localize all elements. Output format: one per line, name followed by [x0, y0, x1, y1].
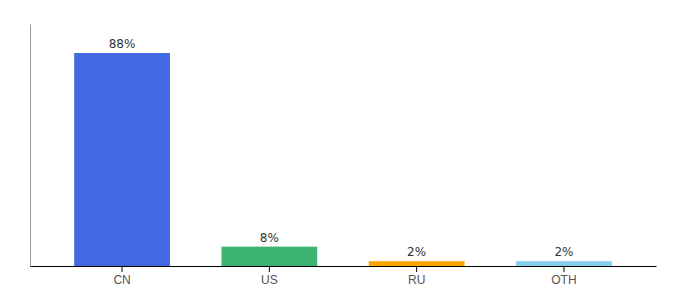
chart-container: CN US RU OTH 88% 8% 2% 2%: [0, 0, 680, 300]
y-axis-line: [30, 25, 31, 267]
bar: [369, 261, 465, 266]
y-axis: [30, 25, 31, 267]
data-labels: 88% 8% 2% 2%: [109, 37, 574, 259]
x-tick-mark: [416, 266, 417, 272]
data-label: 2%: [554, 245, 573, 259]
bars: [74, 53, 612, 266]
x-tick-mark: [563, 266, 564, 272]
x-axis-line: [31, 266, 657, 267]
bar: [74, 53, 170, 266]
x-tick-mark: [122, 266, 123, 272]
x-tick: OTH: [551, 266, 576, 287]
data-label: 2%: [407, 245, 426, 259]
plot: CN US RU OTH 88% 8% 2% 2%: [31, 25, 657, 287]
x-tick-label: OTH: [551, 273, 576, 287]
data-label: 88%: [109, 37, 136, 51]
data-label: 8%: [260, 231, 279, 245]
bar: [516, 261, 612, 266]
x-axis: CN US RU OTH: [31, 266, 657, 287]
x-tick-label: US: [261, 273, 278, 287]
x-tick: RU: [408, 266, 425, 287]
x-tick: CN: [113, 266, 130, 287]
x-tick-label: RU: [408, 273, 425, 287]
x-tick-mark: [269, 266, 270, 272]
bar: [221, 247, 317, 266]
x-tick: US: [261, 266, 278, 287]
chart-svg: CN US RU OTH 88% 8% 2% 2%: [0, 0, 680, 300]
x-tick-label: CN: [113, 273, 130, 287]
